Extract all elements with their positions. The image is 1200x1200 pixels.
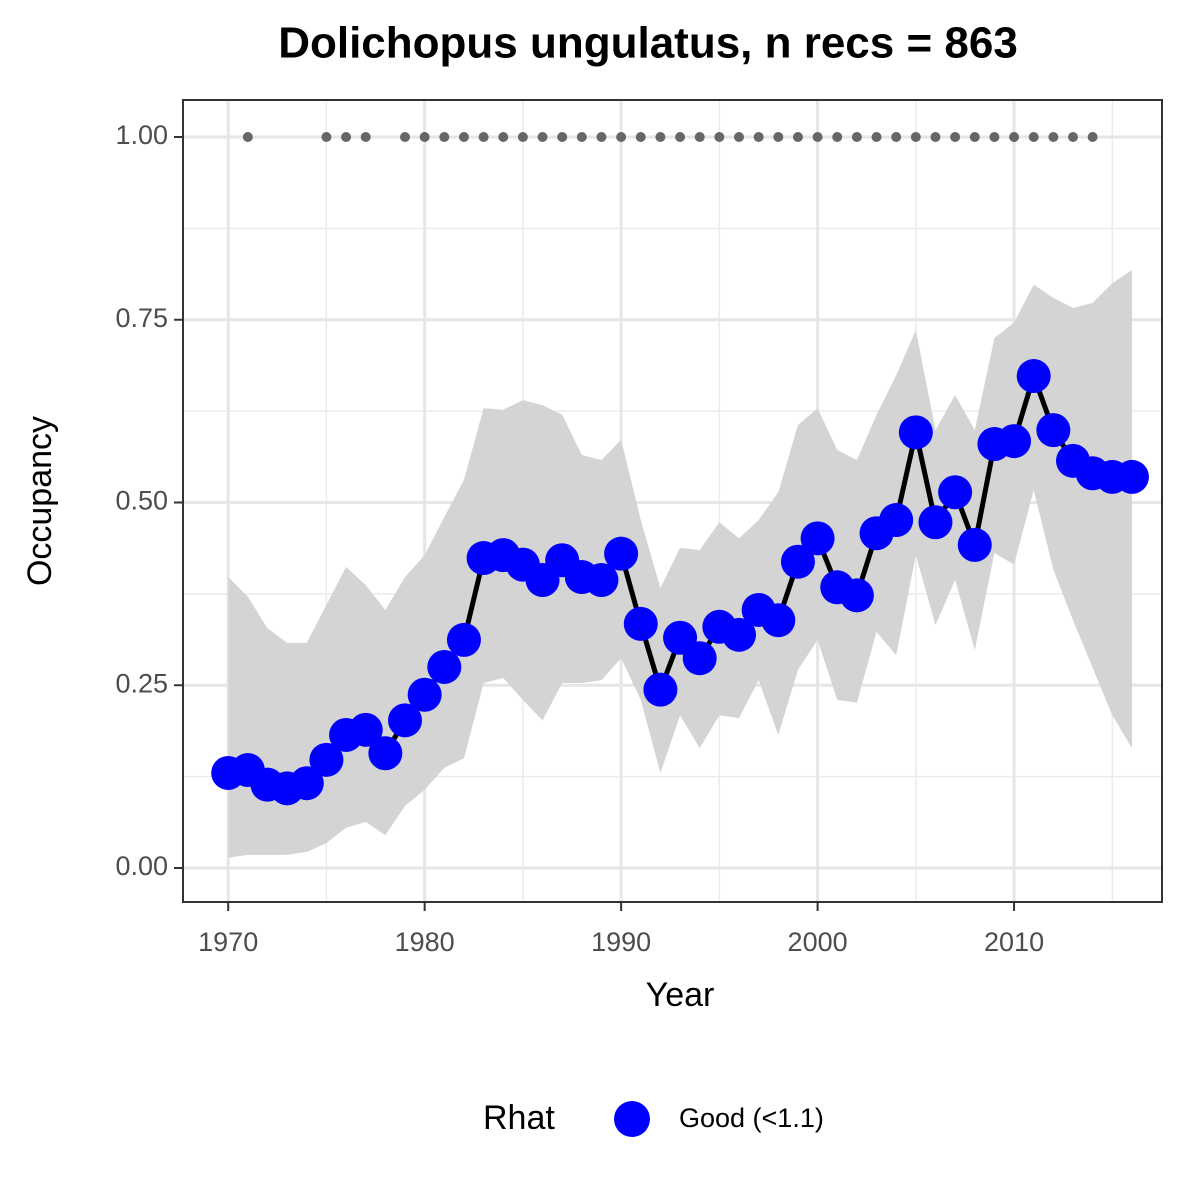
record-point: [1087, 131, 1098, 142]
y-tick-label: 1.00: [115, 120, 168, 150]
record-point: [832, 131, 843, 142]
x-tick-label: 1970: [198, 927, 258, 957]
x-tick-label: 2000: [788, 927, 848, 957]
record-point: [242, 131, 253, 142]
data-point: [1114, 459, 1149, 494]
record-point: [655, 131, 666, 142]
record-point: [498, 131, 509, 142]
data-point: [446, 622, 481, 657]
data-point: [1016, 359, 1051, 394]
data-point: [938, 475, 973, 510]
data-point: [348, 712, 383, 747]
record-point: [537, 131, 548, 142]
record-point: [1048, 131, 1059, 142]
x-tick-label: 1990: [591, 927, 651, 957]
y-axis-title: Occupancy: [21, 416, 59, 586]
data-point: [1036, 413, 1071, 448]
data-point: [682, 641, 717, 676]
y-tick-label: 0.75: [115, 303, 168, 333]
data-point: [584, 562, 619, 597]
record-point: [517, 131, 528, 142]
record-point: [321, 131, 332, 142]
record-point: [910, 131, 921, 142]
y-tick-label: 0.00: [115, 851, 168, 881]
legend-title: Rhat: [483, 1099, 555, 1137]
legend-label: Good (<1.1): [679, 1103, 824, 1133]
data-point: [604, 536, 639, 571]
record-point: [969, 131, 980, 142]
record-point: [891, 131, 902, 142]
data-point: [879, 503, 914, 538]
record-point: [1028, 131, 1039, 142]
record-point: [478, 131, 489, 142]
data-point: [957, 527, 992, 562]
data-point: [388, 703, 423, 738]
data-point: [780, 544, 815, 579]
record-point: [851, 131, 862, 142]
record-point: [871, 131, 882, 142]
record-point: [635, 131, 646, 142]
data-point: [761, 603, 796, 638]
record-point: [557, 131, 568, 142]
record-point: [616, 131, 627, 142]
data-point: [643, 672, 678, 707]
record-point: [439, 131, 450, 142]
data-point: [800, 521, 835, 556]
record-point: [734, 131, 745, 142]
chart-title: Dolichopus ungulatus, n recs = 863: [278, 19, 1018, 68]
x-tick-label: 2010: [984, 927, 1044, 957]
record-point: [419, 131, 430, 142]
record-point: [989, 131, 1000, 142]
legend-marker: [614, 1101, 650, 1137]
y-tick-label: 0.50: [115, 486, 168, 516]
record-point: [360, 131, 371, 142]
data-point: [623, 606, 658, 641]
record-point: [753, 131, 764, 142]
record-point: [792, 131, 803, 142]
record-point: [694, 131, 705, 142]
confidence-band: [228, 270, 1132, 858]
record-point: [458, 131, 469, 142]
data-point: [722, 617, 757, 652]
record-point: [596, 131, 607, 142]
record-point: [1068, 131, 1078, 142]
data-point: [839, 578, 874, 613]
record-point: [930, 131, 941, 142]
y-tick-label: 0.25: [115, 668, 168, 698]
data-point: [309, 742, 344, 777]
record-point: [576, 131, 587, 142]
data-point: [368, 736, 403, 771]
record-point: [714, 131, 725, 142]
record-point: [1009, 131, 1020, 142]
data-point: [997, 424, 1032, 459]
record-point: [400, 131, 411, 142]
data-point: [427, 649, 462, 684]
x-axis-title: Year: [646, 976, 715, 1014]
panel-border: [182, 99, 1163, 903]
record-point: [675, 131, 686, 142]
record-point: [812, 131, 823, 142]
data-point: [407, 677, 442, 712]
data-point: [289, 766, 324, 801]
data-point: [918, 505, 953, 540]
record-point: [950, 131, 961, 142]
data-point: [898, 415, 933, 450]
record-point: [773, 131, 784, 142]
record-point: [341, 131, 352, 142]
x-tick-label: 1980: [395, 927, 455, 957]
